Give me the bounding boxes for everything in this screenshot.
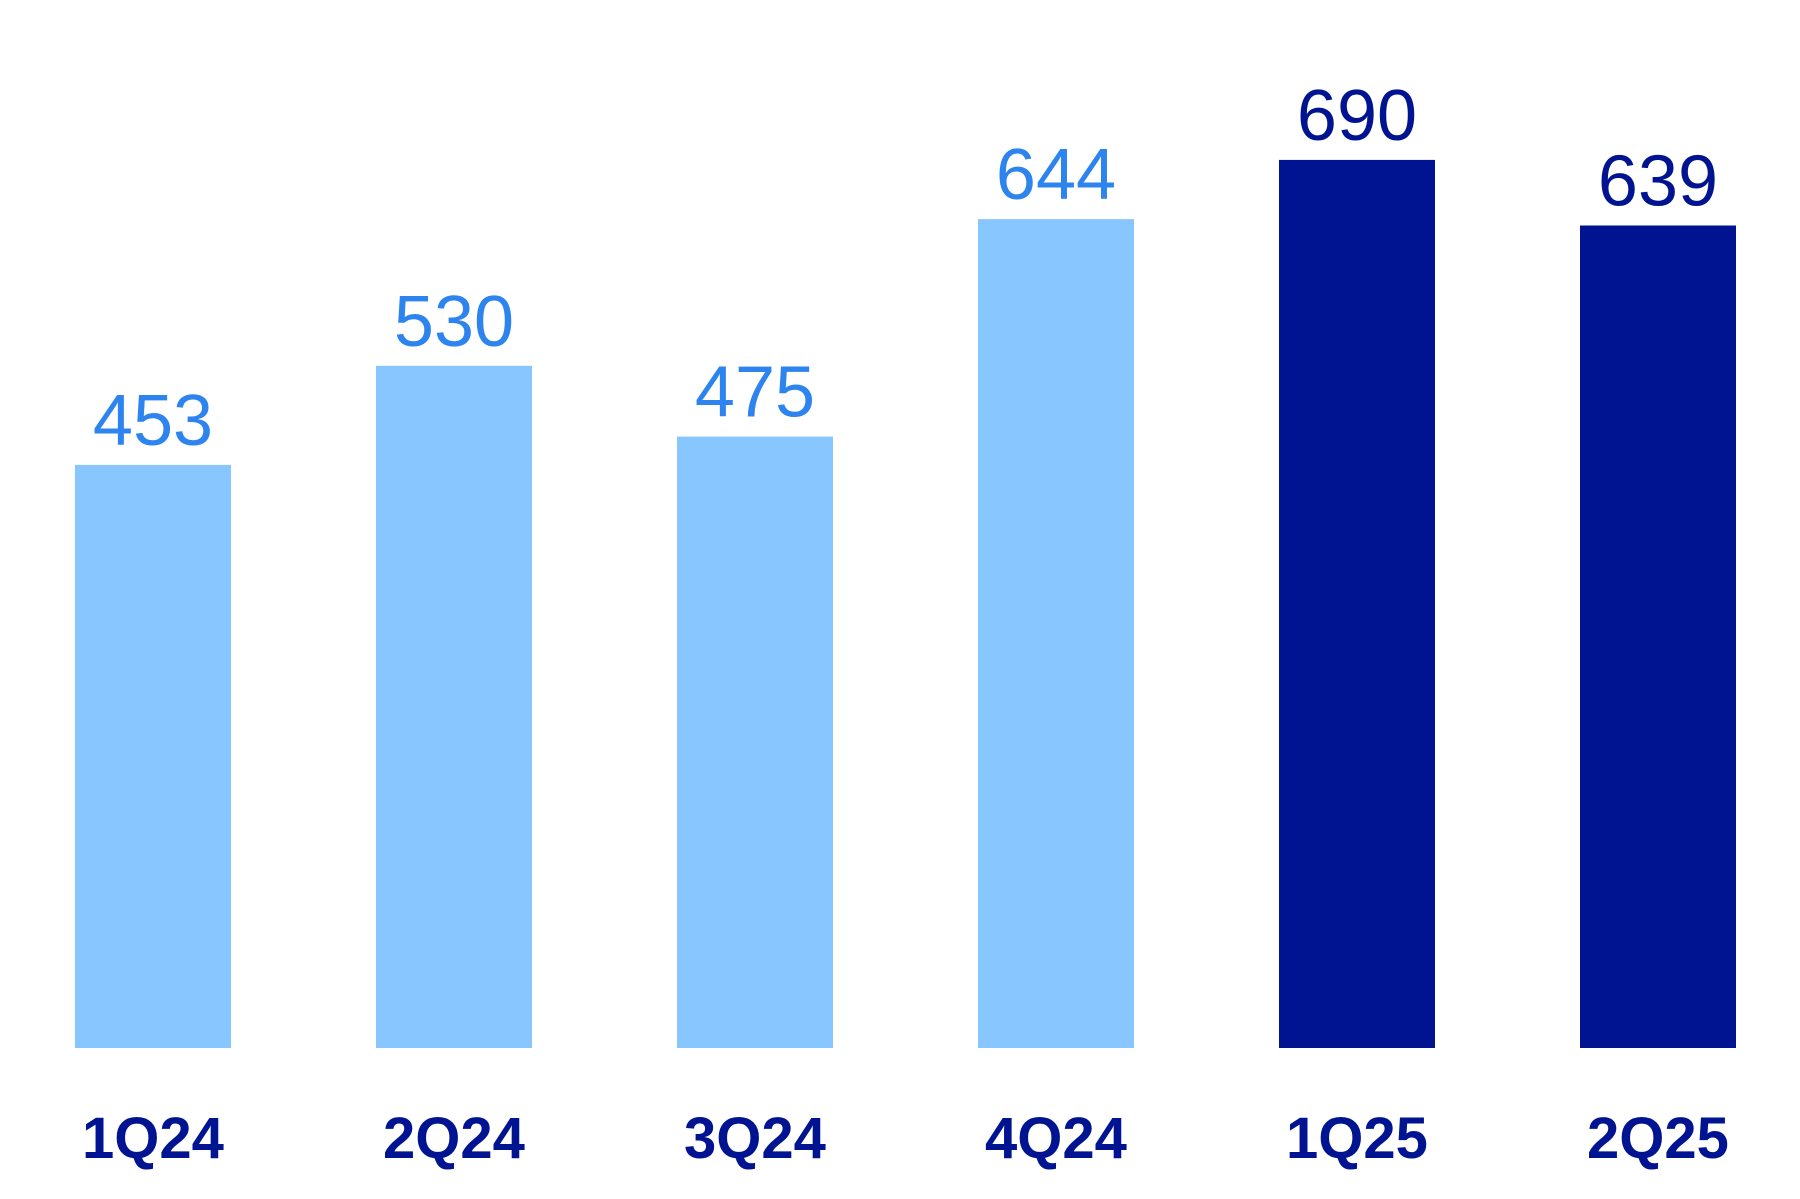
value-label-2q25: 639 — [1598, 142, 1718, 222]
category-label-4q24: 4Q24 — [985, 1106, 1127, 1171]
bar-1q25 — [1279, 159, 1435, 1048]
category-label-3q24: 3Q24 — [684, 1106, 826, 1171]
bars-layer — [75, 159, 1736, 1049]
bar-3q24 — [677, 436, 833, 1049]
bar-4q24 — [978, 219, 1134, 1049]
value-label-4q24: 644 — [996, 135, 1116, 215]
value-labels-layer: 453 530 475 644 690 639 — [93, 76, 1718, 461]
category-label-1q24: 1Q24 — [82, 1106, 224, 1171]
bar-1q24 — [75, 464, 231, 1048]
category-label-2q25: 2Q25 — [1587, 1106, 1729, 1171]
category-label-2q24: 2Q24 — [383, 1106, 525, 1171]
value-label-1q24: 453 — [93, 381, 213, 461]
category-labels-layer: 1Q24 2Q24 3Q24 4Q24 1Q25 2Q25 — [82, 1106, 1729, 1171]
bar-2q24 — [376, 365, 532, 1048]
bar-2q25 — [1580, 225, 1736, 1048]
value-label-2q24: 530 — [394, 282, 514, 362]
value-label-1q25: 690 — [1297, 76, 1417, 156]
category-label-1q25: 1Q25 — [1286, 1106, 1428, 1171]
value-label-3q24: 475 — [695, 353, 815, 433]
